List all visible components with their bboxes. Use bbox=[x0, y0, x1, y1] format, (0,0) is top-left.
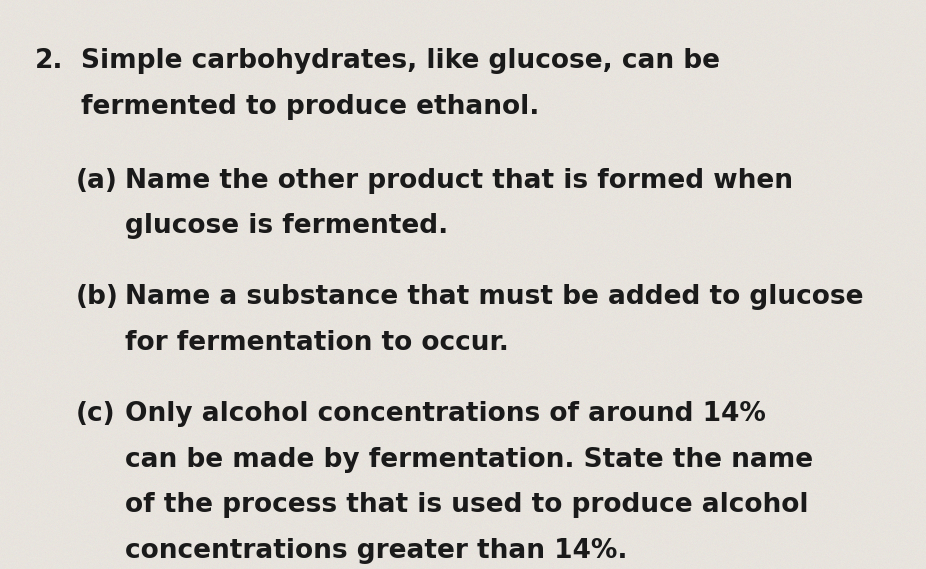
Text: of the process that is used to produce alcohol: of the process that is used to produce a… bbox=[125, 492, 808, 518]
Text: 2.: 2. bbox=[35, 48, 64, 75]
Text: (b): (b) bbox=[76, 284, 119, 311]
Text: fermented to produce ethanol.: fermented to produce ethanol. bbox=[81, 94, 540, 120]
Text: (c): (c) bbox=[76, 401, 116, 427]
Text: Name a substance that must be added to glucose: Name a substance that must be added to g… bbox=[125, 284, 864, 311]
Text: can be made by fermentation. State the name: can be made by fermentation. State the n… bbox=[125, 447, 813, 473]
Text: for fermentation to occur.: for fermentation to occur. bbox=[125, 330, 509, 356]
Text: Simple carbohydrates, like glucose, can be: Simple carbohydrates, like glucose, can … bbox=[81, 48, 720, 75]
Text: Name the other product that is formed when: Name the other product that is formed wh… bbox=[125, 168, 793, 194]
Text: glucose is fermented.: glucose is fermented. bbox=[125, 213, 448, 240]
Text: concentrations greater than 14%.: concentrations greater than 14%. bbox=[125, 538, 628, 564]
Text: Only alcohol concentrations of around 14%: Only alcohol concentrations of around 14… bbox=[125, 401, 766, 427]
Text: (a): (a) bbox=[76, 168, 118, 194]
